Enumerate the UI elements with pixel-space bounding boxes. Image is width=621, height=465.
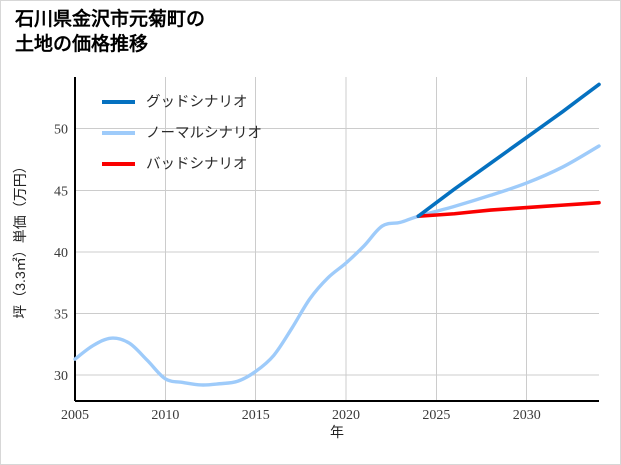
axis-lines [74, 77, 599, 402]
y-tick-label: 45 [54, 184, 68, 199]
x-axis-title: 年 [330, 424, 344, 440]
legend-label: ノーマルシナリオ [146, 125, 262, 141]
x-tick-label: 2020 [332, 408, 360, 423]
x-axis-tick-labels: 2005 2010 2015 2020 2025 2030 [61, 408, 541, 423]
legend-item: バッドシナリオ [102, 156, 248, 172]
legend-item: ノーマルシナリオ [102, 125, 262, 141]
legend-item: グッドシナリオ [102, 93, 248, 110]
y-tick-label: 40 [54, 246, 68, 261]
series-line-good [416, 82, 601, 219]
y-tick-label: 30 [54, 369, 68, 384]
y-tick-label: 35 [54, 308, 68, 323]
legend-label: グッドシナリオ [146, 93, 248, 110]
page-title: 石川県金沢市元菊町の 土地の価格推移 [15, 9, 206, 56]
x-tick-label: 2010 [151, 408, 179, 423]
grid-lines [74, 77, 599, 401]
x-tick-label: 2030 [513, 408, 541, 423]
y-axis-tick-labels: 30 35 40 45 50 [54, 123, 68, 384]
y-tick-label: 50 [54, 123, 68, 138]
x-tick-label: 2025 [422, 408, 450, 423]
series-line-bad [416, 200, 601, 219]
x-tick-label: 2015 [242, 408, 270, 423]
legend-label: バッドシナリオ [146, 156, 248, 172]
data-series [73, 82, 601, 387]
series-line-normal [73, 144, 601, 387]
x-tick-label: 2005 [61, 408, 89, 423]
y-axis-title: 坪（3.3㎡）単価（万円） [12, 159, 28, 318]
